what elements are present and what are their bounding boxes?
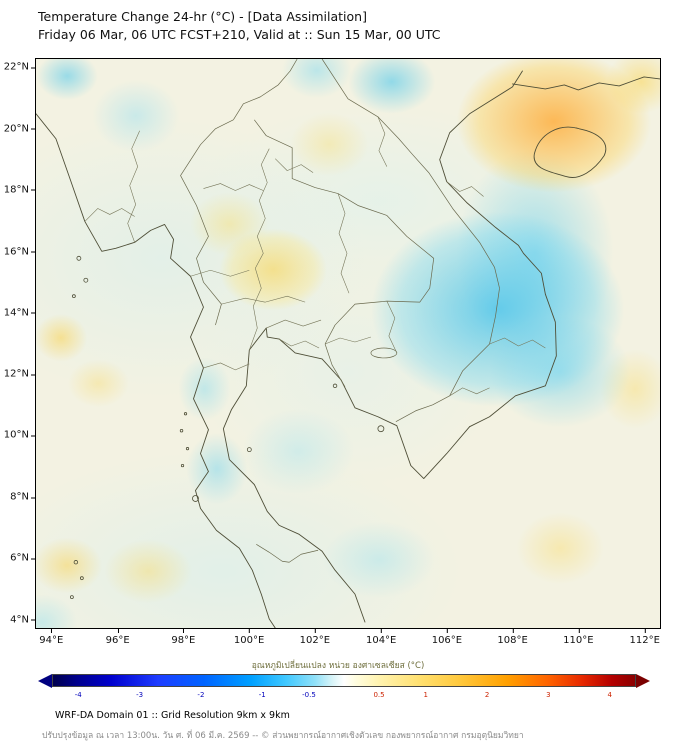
border-golden-triangle — [233, 59, 298, 120]
colorbar-tick: -3 — [136, 691, 144, 699]
map-plot — [35, 58, 661, 629]
map-title: Temperature Change 24-hr (°C) - [Data As… — [38, 9, 367, 24]
province-boundary — [84, 208, 135, 222]
coastline-gulf — [222, 327, 471, 623]
coastline-west — [36, 113, 276, 628]
province-boundary — [203, 362, 250, 371]
x-tick-label: 104°E — [365, 629, 397, 646]
border-laos-vietnam — [321, 59, 500, 289]
island — [79, 576, 84, 581]
y-tick-label: 10°N — [3, 429, 36, 441]
island-phu-quoc — [377, 425, 385, 433]
province-boundary — [377, 116, 388, 167]
province-boundary — [386, 301, 398, 354]
y-axis: 22°N 20°N 18°N 16°N 14°N 12°N 10°N 8°N 6… — [1, 58, 36, 629]
border-cambodia-vietnam — [395, 288, 500, 423]
country-borders — [36, 59, 660, 628]
province-boundary — [249, 148, 270, 351]
colorbar-arrow-right — [636, 674, 650, 688]
x-tick-label: 102°E — [299, 629, 331, 646]
province-boundary — [275, 158, 314, 173]
island — [83, 277, 89, 283]
province-boundary — [324, 336, 372, 345]
island — [332, 383, 338, 389]
province-boundary — [446, 181, 484, 197]
colorbar-tick: 1 — [423, 691, 428, 699]
colorbar-tick: 0.5 — [373, 691, 385, 699]
province-boundary — [266, 319, 322, 329]
province-boundary — [279, 338, 320, 349]
border-mekong-laos — [254, 119, 435, 345]
province-boundary — [127, 130, 140, 243]
island-samui — [246, 447, 252, 453]
map-subtitle: Friday 06 Mar, 06 UTC FCST+210, Valid at… — [38, 27, 441, 42]
hainan-island — [533, 126, 607, 178]
coastline-vietnam — [439, 70, 557, 428]
island — [179, 428, 184, 433]
colorbar-gradient — [52, 674, 636, 687]
colorbar-tick: 4 — [607, 691, 612, 699]
y-tick-label: 22°N — [3, 61, 36, 73]
colorbar-tick: -2 — [197, 691, 205, 699]
footer-domain-info: WRF-DA Domain 01 :: Grid Resolution 9km … — [55, 710, 290, 721]
x-tick-label: 94°E — [39, 629, 64, 646]
province-boundary — [190, 269, 250, 277]
x-tick-label: 108°E — [497, 629, 528, 646]
province-boundary — [449, 387, 490, 397]
colorbar-tick: -0.5 — [302, 691, 316, 699]
colorbar-ticks: -4 -3 -2 -1 -0.5 0.5 1 2 3 4 — [52, 691, 636, 701]
colorbar-tick: 2 — [484, 691, 490, 699]
border-myanmar-thailand — [180, 119, 234, 326]
colorbar-tick: 3 — [546, 691, 551, 699]
province-boundary — [337, 193, 350, 294]
island — [73, 560, 79, 565]
colorbar-label: อุณหภูมิเปลี่ยนแปลง หน่วย องศาเซลเซียส (… — [251, 661, 425, 671]
province-boundary — [221, 295, 306, 305]
island-phuket — [192, 495, 199, 502]
border-thailand-malaysia — [256, 543, 319, 563]
colorbar-tick: -4 — [74, 691, 82, 699]
x-tick-label: 110°E — [563, 629, 594, 646]
island — [71, 294, 76, 299]
y-tick-label: 20°N — [3, 123, 36, 135]
x-axis: 94°E 96°E 98°E 100°E 102°E 104°E 106°E 1… — [35, 629, 661, 651]
tonle-sap-lake — [370, 347, 398, 359]
footer-update-info: ปรับปรุงข้อมูล ณ เวลา 13:00น. วัน ศ. ที่… — [42, 731, 524, 741]
x-tick-label: 98°E — [171, 629, 196, 646]
x-tick-label: 106°E — [431, 629, 463, 646]
y-tick-label: 16°N — [3, 246, 36, 258]
island — [69, 595, 74, 600]
colorbar-arrow-left — [38, 674, 52, 688]
y-tick-label: 14°N — [3, 307, 36, 319]
x-tick-label: 96°E — [105, 629, 130, 646]
x-tick-label: 112°E — [629, 629, 660, 646]
y-tick-label: 18°N — [3, 184, 36, 196]
map-plot-area: 22°N 20°N 18°N 16°N 14°N 12°N 10°N 8°N 6… — [4, 58, 661, 646]
y-tick-label: 8°N — [10, 491, 35, 503]
colorbar-tick: -1 — [258, 691, 266, 699]
y-tick-label: 4°N — [10, 614, 35, 626]
border-thailand-cambodia — [324, 343, 346, 388]
colorbar: -4 -3 -2 -1 -0.5 0.5 1 2 3 4 — [38, 674, 650, 704]
x-tick-label: 100°E — [233, 629, 265, 646]
coastline-china — [512, 76, 660, 91]
island — [183, 412, 188, 416]
y-tick-label: 6°N — [10, 552, 35, 564]
province-boundary — [203, 183, 264, 191]
province-boundary — [489, 337, 546, 349]
titles: Temperature Change 24-hr (°C) - [Data As… — [38, 8, 441, 44]
y-tick-label: 12°N — [3, 368, 36, 380]
island — [76, 255, 82, 261]
island — [185, 447, 190, 451]
island — [180, 463, 185, 468]
